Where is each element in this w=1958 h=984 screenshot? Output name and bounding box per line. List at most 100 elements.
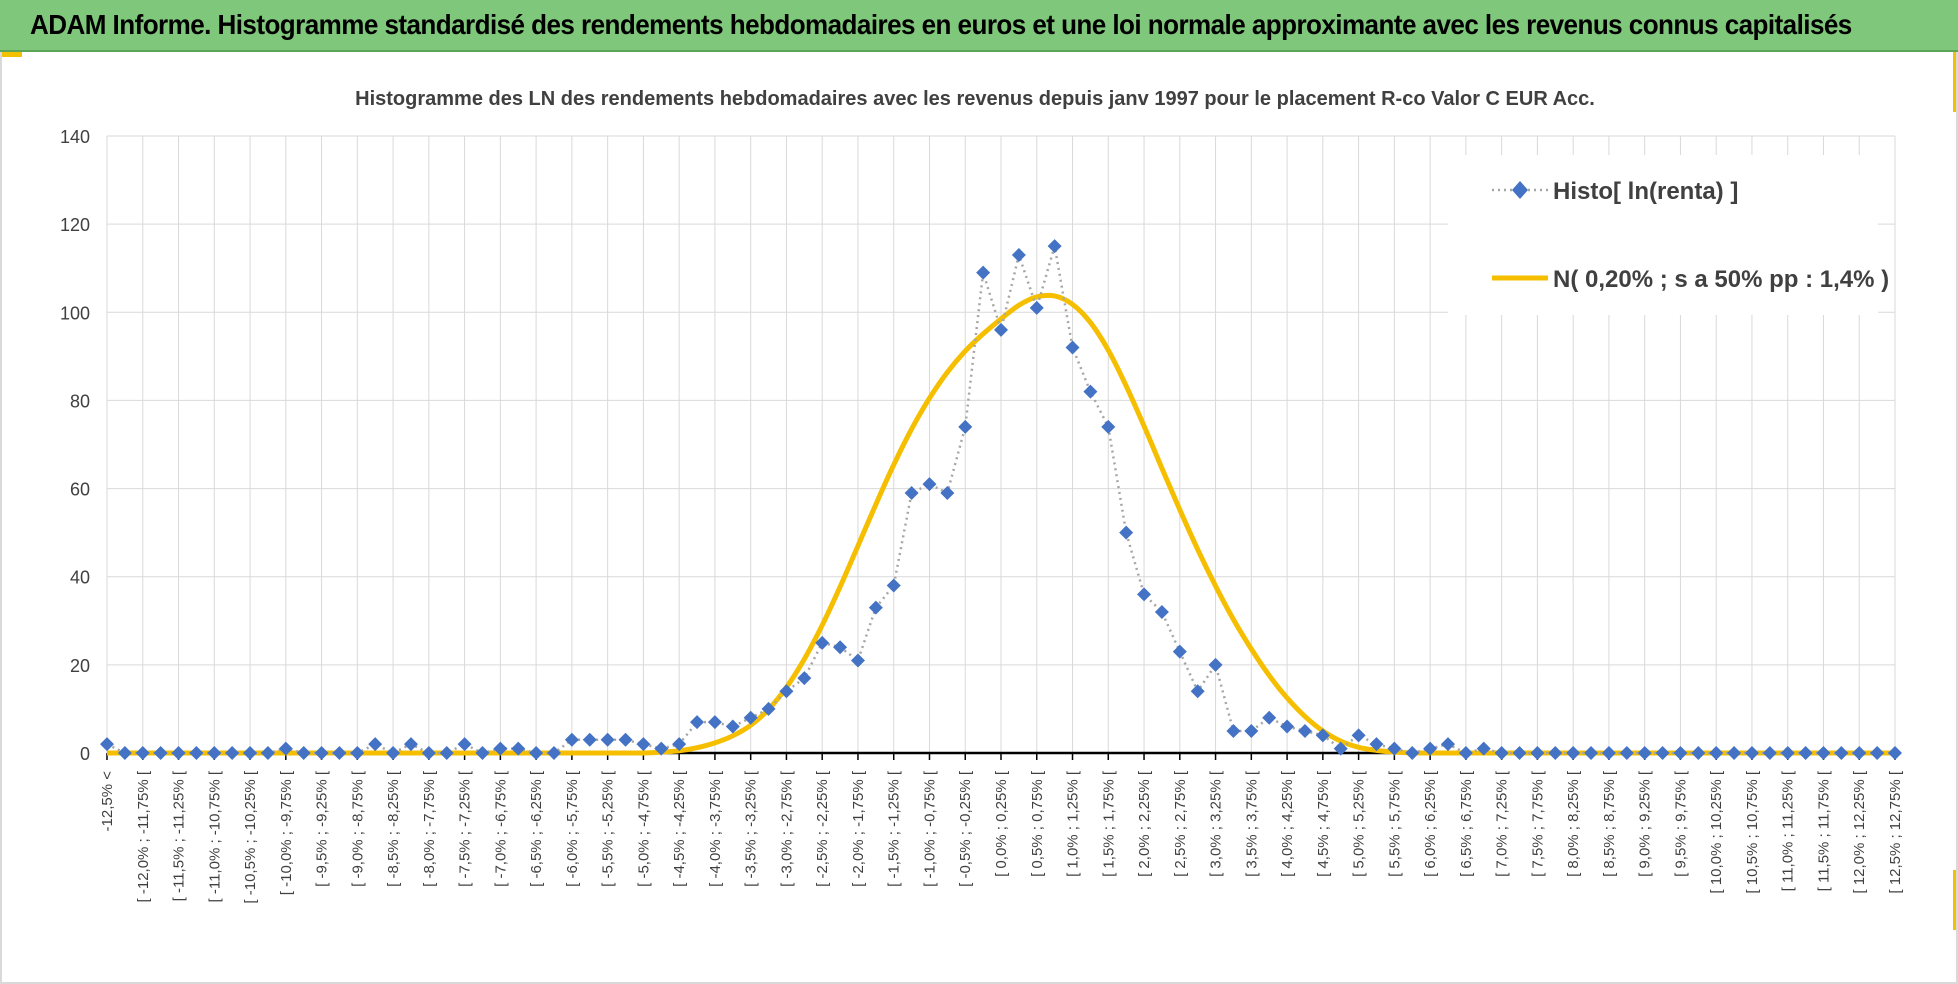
x-tick-label: [ 5,5% ; 5,75% [ — [1386, 770, 1403, 877]
histogram-point — [1369, 737, 1384, 752]
x-tick-label: [ -3,5% ; -3,25% [ — [743, 770, 760, 887]
corner-accent-top-left — [0, 52, 22, 57]
histogram-point — [511, 741, 526, 756]
histogram-point — [386, 746, 401, 760]
histogram-point — [1190, 684, 1205, 699]
histogram-point — [243, 746, 258, 760]
x-tick-label: [ 4,0% ; 4,25% [ — [1279, 770, 1296, 877]
histogram-point — [1584, 746, 1599, 760]
x-tick-label: [ -8,5% ; -8,25% [ — [385, 770, 402, 887]
histogram-point — [1297, 723, 1312, 738]
corner-accent-top-right — [1953, 52, 1958, 112]
histogram-point — [707, 715, 722, 730]
histogram-point — [940, 485, 955, 500]
histogram-point — [1029, 300, 1044, 315]
x-tick-label: [ -7,5% ; -7,25% [ — [457, 770, 474, 887]
histogram-point — [1083, 384, 1098, 399]
histogram-point — [1315, 728, 1330, 743]
x-tick-label: [ -9,0% ; -8,75% [ — [349, 770, 366, 887]
histogram-line — [106, 245, 1895, 755]
x-tick-label: [ 11,0% ; 11,25% [ — [1780, 770, 1797, 891]
x-tick-label: [ 5,0% ; 5,25% [ — [1351, 770, 1368, 877]
histogram-point — [600, 732, 615, 747]
histogram-point — [100, 737, 114, 752]
histogram-point — [1172, 644, 1187, 659]
histogram-point — [1047, 239, 1062, 254]
histogram-point — [994, 322, 1008, 337]
histogram-point — [1566, 746, 1581, 760]
x-tick-label: [ -6,0% ; -5,75% [ — [564, 770, 581, 887]
x-tick-label: [ 7,5% ; 7,75% [ — [1529, 770, 1546, 877]
histogram-point — [439, 746, 454, 760]
x-tick-label: [ 12,0% ; 12,25% [ — [1851, 770, 1868, 893]
x-tick-label: [ 10,0% ; 10,25% [ — [1708, 770, 1725, 893]
x-axis: -12,5% < [ -12,0% ; -11,75% [[ -11,5% ; -… — [99, 751, 1904, 904]
y-tick-label: 140 — [60, 127, 90, 147]
x-tick-label: [ -4,0% ; -3,75% [ — [707, 770, 724, 887]
histogram-point — [725, 719, 740, 734]
histogram-point — [1458, 746, 1473, 760]
histogram-point — [1870, 746, 1885, 760]
x-tick-label: [ -11,5% ; -11,25% [ — [171, 770, 188, 901]
histogram-point — [1101, 419, 1116, 434]
histogram-point — [421, 746, 436, 760]
histogram-point — [1655, 746, 1670, 760]
histogram-point — [1476, 741, 1491, 756]
histogram-point — [1834, 746, 1849, 760]
x-tick-label: [ -5,0% ; -4,75% [ — [635, 770, 652, 887]
histogram-point — [1744, 746, 1759, 760]
histogram-point — [886, 578, 901, 593]
histogram-point — [1333, 741, 1348, 756]
histogram-point — [493, 741, 508, 756]
x-tick-label: [ 8,5% ; 8,75% [ — [1601, 770, 1618, 877]
histogram-point — [1530, 746, 1545, 760]
x-tick-label: [ 9,5% ; 9,75% [ — [1672, 770, 1689, 877]
histogram-point — [1065, 340, 1080, 355]
x-tick-label: [ 1,0% ; 1,25% [ — [1065, 770, 1082, 877]
x-tick-label: [ -4,5% ; -4,25% [ — [671, 770, 688, 887]
histogram-point — [1762, 746, 1777, 760]
y-axis: 0 20 40 60 80 100 120 140 — [60, 127, 90, 764]
histogram-point — [1351, 728, 1366, 743]
histogram-point — [117, 746, 132, 760]
legend: Histo[ ln(renta) ] N( 0,20% ; s a 50% pp… — [1448, 155, 1889, 315]
y-tick-label: 120 — [60, 215, 90, 235]
x-tick-label: [ 12,5% ; 12,75% [ — [1887, 770, 1904, 893]
x-tick-label: [ 2,5% ; 2,75% [ — [1172, 770, 1189, 877]
histogram-point — [868, 600, 883, 615]
x-tick-label: [ -2,0% ; -1,75% [ — [850, 770, 867, 887]
chart-title: Histogramme des LN des rendements hebdom… — [355, 88, 1595, 110]
x-tick-label: [ 10,5% ; 10,75% [ — [1744, 770, 1761, 893]
histogram-point — [636, 737, 651, 752]
histogram-point — [564, 732, 579, 747]
x-tick-label: [ -5,5% ; -5,25% [ — [600, 770, 617, 887]
histogram-point — [1637, 746, 1652, 760]
histogram-point — [1852, 746, 1867, 760]
histogram-point — [1441, 737, 1455, 752]
x-tick-label: [ -7,0% ; -6,75% [ — [492, 770, 509, 887]
histogram-point — [529, 746, 544, 760]
histogram-point — [1601, 746, 1616, 760]
histogram-point — [1119, 525, 1134, 540]
x-tick-label: [ -11,0% ; -10,75% [ — [206, 770, 223, 902]
histogram-point — [189, 746, 204, 760]
y-tick-label: 80 — [70, 391, 90, 411]
x-tick-label: [ -8,0% ; -7,75% [ — [421, 770, 438, 887]
histogram-point — [654, 741, 669, 756]
histogram-point — [225, 746, 240, 760]
x-tick-label: [ 3,0% ; 3,25% [ — [1208, 770, 1225, 877]
x-tick-label: [ 8,0% ; 8,25% [ — [1565, 770, 1582, 877]
x-tick-label: [ -12,0% ; -11,75% [ — [135, 770, 152, 902]
corner-accent-bottom-right — [1953, 870, 1958, 930]
histogram-point — [833, 640, 848, 655]
histogram-point — [332, 746, 347, 760]
gridlines — [106, 135, 1896, 753]
histogram-point — [1816, 746, 1831, 760]
histogram-point — [1154, 604, 1169, 619]
histogram-point — [1888, 746, 1902, 760]
histogram-point — [1226, 723, 1241, 738]
histogram-point — [672, 737, 687, 752]
x-tick-label: [ -1,0% ; -0,75% [ — [921, 770, 938, 887]
histogram-point — [135, 746, 150, 760]
histogram-point — [1011, 247, 1026, 262]
